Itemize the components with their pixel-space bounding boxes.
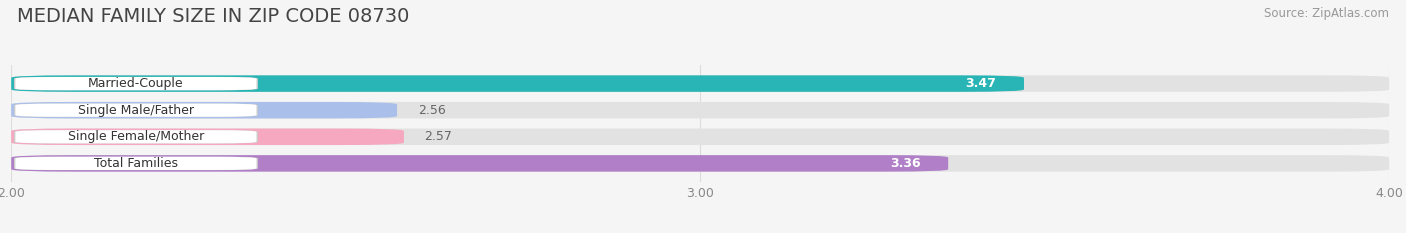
Text: 2.56: 2.56 <box>418 104 446 117</box>
FancyBboxPatch shape <box>11 155 1389 172</box>
FancyBboxPatch shape <box>11 129 404 145</box>
FancyBboxPatch shape <box>11 102 396 118</box>
Text: MEDIAN FAMILY SIZE IN ZIP CODE 08730: MEDIAN FAMILY SIZE IN ZIP CODE 08730 <box>17 7 409 26</box>
FancyBboxPatch shape <box>15 104 256 117</box>
FancyBboxPatch shape <box>14 157 257 170</box>
FancyBboxPatch shape <box>11 102 1389 118</box>
FancyBboxPatch shape <box>14 130 257 144</box>
FancyBboxPatch shape <box>14 77 257 90</box>
FancyBboxPatch shape <box>15 77 256 90</box>
Text: Single Male/Father: Single Male/Father <box>77 104 194 117</box>
Text: 3.47: 3.47 <box>966 77 997 90</box>
FancyBboxPatch shape <box>11 75 1024 92</box>
FancyBboxPatch shape <box>15 130 256 143</box>
Text: 3.36: 3.36 <box>890 157 921 170</box>
FancyBboxPatch shape <box>11 75 1389 92</box>
FancyBboxPatch shape <box>14 103 257 117</box>
Text: Married-Couple: Married-Couple <box>89 77 184 90</box>
Text: Single Female/Mother: Single Female/Mother <box>67 130 204 143</box>
Text: Total Families: Total Families <box>94 157 179 170</box>
Text: 2.57: 2.57 <box>425 130 453 143</box>
Text: Source: ZipAtlas.com: Source: ZipAtlas.com <box>1264 7 1389 20</box>
FancyBboxPatch shape <box>11 129 1389 145</box>
FancyBboxPatch shape <box>15 157 256 170</box>
FancyBboxPatch shape <box>11 155 948 172</box>
